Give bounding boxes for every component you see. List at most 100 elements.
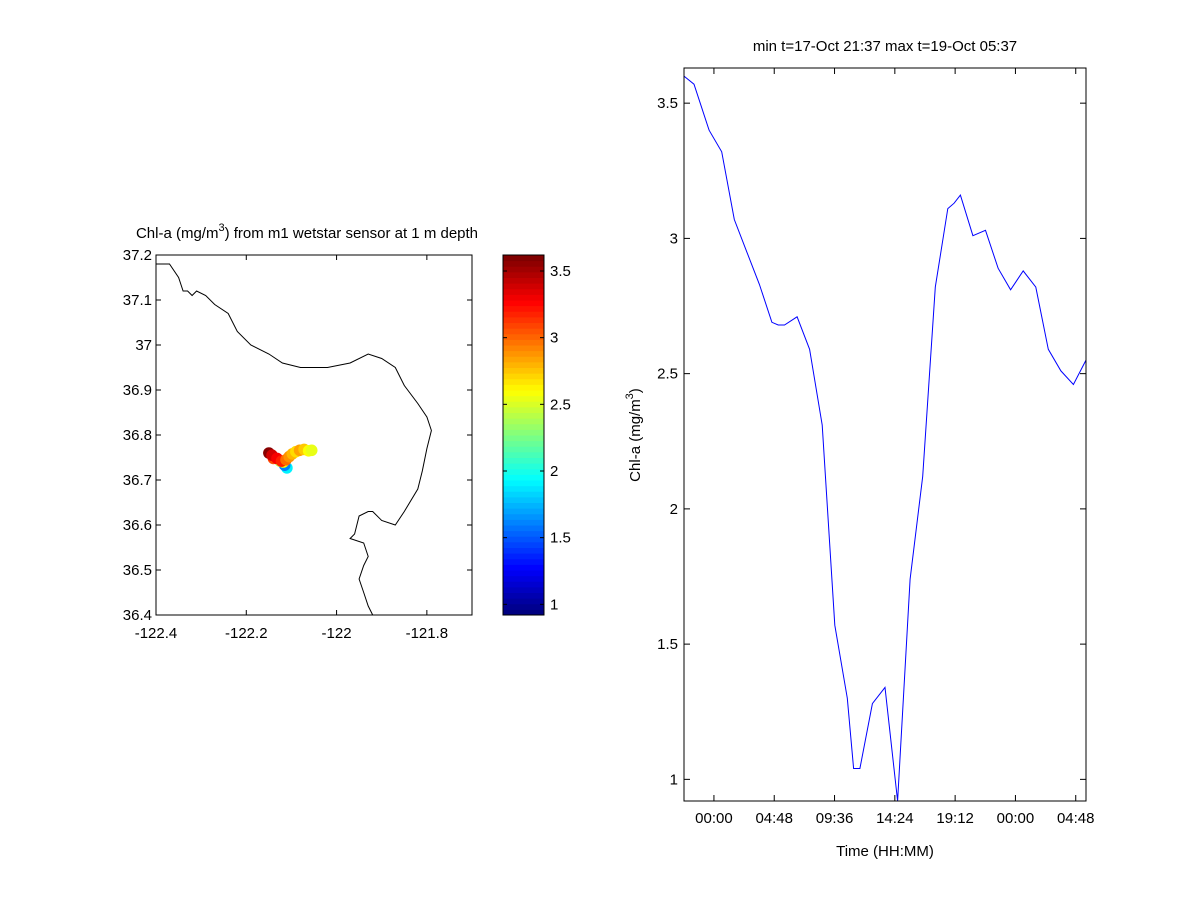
timeseries-ylabel: Chl-a (mg/m3) <box>624 388 644 482</box>
colorbar-band-10 <box>503 553 544 560</box>
ts-ytick-label-4: 3 <box>670 230 678 247</box>
colorbar-band-2 <box>503 598 544 605</box>
colorbar-band-61 <box>503 266 544 273</box>
colorbar-band-16 <box>503 519 544 526</box>
colorbar-tick-label-3: 2.5 <box>550 396 571 413</box>
colorbar-band-17 <box>503 513 544 520</box>
colorbar-band-46 <box>503 350 544 357</box>
colorbar-band-26 <box>503 463 544 470</box>
colorbar-band-20 <box>503 496 544 504</box>
map-title: Chl-a (mg/m3) from m1 wetstar sensor at … <box>136 222 478 242</box>
colorbar-band-23 <box>503 480 544 487</box>
ts-ytick-label-3: 2.5 <box>657 366 678 383</box>
colorbar-band-22 <box>503 485 544 492</box>
ts-ytick-label-0: 1 <box>670 771 678 788</box>
colorbar-band-42 <box>503 373 544 380</box>
colorbar-band-30 <box>503 440 544 447</box>
colorbar-tick-label-0: 1 <box>550 596 558 613</box>
colorbar-band-51 <box>503 322 544 329</box>
colorbar-band-32 <box>503 429 544 436</box>
map-xtick-label-0: -122.4 <box>135 625 178 642</box>
timeseries-plot-area <box>684 68 1086 801</box>
colorbar-band-62 <box>503 260 544 267</box>
ts-xtick-label-2: 09:36 <box>816 810 854 827</box>
colorbar-band-53 <box>503 311 544 318</box>
timeseries-series-line <box>683 75 1087 802</box>
colorbar-band-25 <box>503 468 544 475</box>
map-xtick-label-2: -122 <box>322 625 352 642</box>
colorbar-band-49 <box>503 333 544 340</box>
timeseries-title: min t=17-Oct 21:37 max t=19-Oct 05:37 <box>753 38 1017 55</box>
ts-xtick-label-6: 04:48 <box>1057 810 1095 827</box>
timeseries-x-axis: 00:00 04:48 09:36 14:24 19:12 00:00 04:48 <box>695 68 1095 827</box>
colorbar-band-12 <box>503 541 544 549</box>
ts-xtick-label-4: 19:12 <box>936 810 974 827</box>
colorbar-band-45 <box>503 356 544 363</box>
timeseries-chart: min t=17-Oct 21:37 max t=19-Oct 05:37 00… <box>624 38 1095 860</box>
colorbar-band-33 <box>503 423 544 430</box>
map-ytick-label-7: 37.1 <box>123 292 152 309</box>
map-xtick-label-3: -121.8 <box>406 625 449 642</box>
map-plot-area <box>156 255 472 615</box>
timeseries-xlabel: Time (HH:MM) <box>836 843 934 860</box>
colorbar-band-34 <box>503 418 544 425</box>
map-ytick-label-8: 37.2 <box>123 247 152 264</box>
map-ytick-label-2: 36.6 <box>123 517 152 534</box>
colorbar-band-54 <box>503 305 544 312</box>
colorbar-band-27 <box>503 457 544 464</box>
colorbar-tick-label-5: 3.5 <box>550 263 571 280</box>
timeseries-axes-box <box>683 67 1087 802</box>
colorbar-band-6 <box>503 575 544 582</box>
map-ytick-label-3: 36.7 <box>123 472 152 489</box>
colorbar-tick-label-2: 2 <box>550 463 558 480</box>
colorbar-band-47 <box>503 345 544 352</box>
colorbar-band-24 <box>503 474 544 481</box>
colorbar-band-63 <box>503 255 544 262</box>
ts-ytick-label-5: 3.5 <box>657 95 678 112</box>
colorbar-band-0 <box>503 609 544 616</box>
map-x-axis: -122.4 -122.2 -122 -121.8 <box>135 255 448 642</box>
colorbar-band-11 <box>503 547 544 554</box>
map-points <box>263 443 318 474</box>
colorbar-band-9 <box>503 558 544 565</box>
colorbar-band-5 <box>503 581 544 588</box>
colorbar-band-18 <box>503 508 544 515</box>
colorbar-band-28 <box>503 451 544 459</box>
colorbar-band-36 <box>503 406 544 414</box>
map-ytick-label-4: 36.8 <box>123 427 152 444</box>
colorbar-band-31 <box>503 435 544 442</box>
map-ytick-label-5: 36.9 <box>123 382 152 399</box>
map-point-16 <box>305 444 318 457</box>
colorbar-band-52 <box>503 316 544 324</box>
colorbar-band-41 <box>503 378 544 385</box>
colorbar-band-48 <box>503 339 544 346</box>
colorbar-tick-label-4: 3 <box>550 330 558 347</box>
timeseries-y-axis: 1 1.5 2 2.5 3 3.5 <box>657 95 1086 788</box>
map-xtick-label-1: -122.2 <box>225 625 268 642</box>
map-y-axis: 36.4 36.5 36.6 36.7 36.8 36.9 37 37.1 37.2 <box>123 247 472 624</box>
colorbar-band-40 <box>503 384 544 391</box>
colorbar-band-60 <box>503 271 544 279</box>
map-ytick-label-1: 36.5 <box>123 562 152 579</box>
colorbar-band-50 <box>503 328 544 335</box>
ts-ytick-label-2: 2 <box>670 501 678 518</box>
colorbar-band-3 <box>503 592 544 599</box>
map-coastline <box>156 263 432 616</box>
colorbar-band-43 <box>503 367 544 374</box>
ts-ytick-label-1: 1.5 <box>657 636 678 653</box>
colorbar-tick-label-1: 1.5 <box>550 530 571 547</box>
colorbar-band-29 <box>503 446 544 453</box>
colorbar-band-1 <box>503 603 544 610</box>
colorbar-band-7 <box>503 570 544 577</box>
colorbar-band-38 <box>503 395 544 402</box>
colorbar-band-19 <box>503 502 544 509</box>
colorbar-axis: 1 1.5 2 2.5 3 3.5 <box>503 263 571 613</box>
colorbar-band-14 <box>503 530 544 537</box>
colorbar-band-37 <box>503 401 544 408</box>
ts-xtick-label-3: 14:24 <box>876 810 914 827</box>
map-ytick-label-0: 36.4 <box>123 607 152 624</box>
map-ytick-label-6: 37 <box>135 337 152 354</box>
colorbar-band-58 <box>503 283 544 290</box>
map-chart: Chl-a (mg/m3) from m1 wetstar sensor at … <box>123 222 478 642</box>
